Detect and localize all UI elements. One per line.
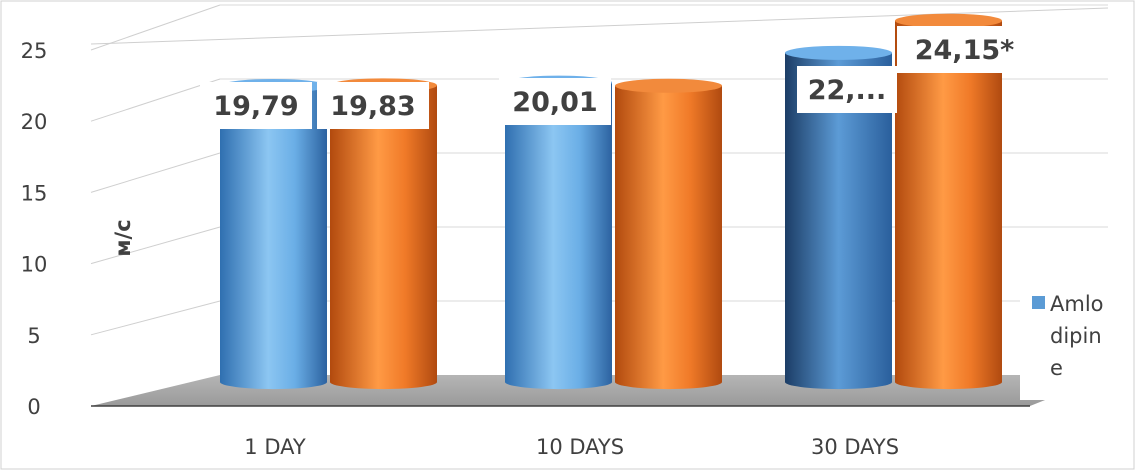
data-label-box <box>317 82 429 129</box>
bar-series1-1 <box>505 82 612 390</box>
data-label-box <box>897 26 1032 73</box>
bar-series1-2 <box>785 52 892 390</box>
legend-text-line: dipin <box>1050 324 1102 348</box>
x-category-label: 30 DAYS <box>811 435 899 459</box>
bars <box>220 13 1002 390</box>
bar-series2-1 <box>615 85 722 390</box>
legend-swatch-amlodipine <box>1032 296 1045 309</box>
data-label: 22,... <box>808 75 887 106</box>
y-tick-label: 20 <box>21 110 48 134</box>
data-label: 19,83 <box>330 91 415 122</box>
legend-text-line: Amlo <box>1050 292 1104 316</box>
y-tick-label: 25 <box>21 39 48 63</box>
bar-top-cap <box>785 45 892 60</box>
legend-box <box>1020 270 1120 400</box>
y-tick-label: 0 <box>27 395 40 419</box>
legend: Amlo dipin e <box>1020 270 1120 400</box>
bar-series2-0 <box>330 85 437 390</box>
x-category-label: 1 DAY <box>244 435 306 459</box>
data-label: 19,79 <box>213 91 298 122</box>
y-tick-label: 10 <box>21 253 48 277</box>
y-ticks: 0 5 10 15 20 25 <box>21 39 48 419</box>
gridline-side <box>90 300 221 336</box>
y-tick-label: 5 <box>27 324 40 348</box>
gridline-side <box>90 4 221 51</box>
legend-text-line: e <box>1050 356 1063 380</box>
data-label-box <box>499 78 611 125</box>
data-label: 20,01 <box>512 87 597 118</box>
y-tick-label: 15 <box>21 181 48 205</box>
x-category-label: 10 DAYS <box>536 435 624 459</box>
bar-series2-2 <box>895 20 1002 390</box>
y-axis-label: м/с <box>111 219 135 256</box>
gridline-side <box>90 226 221 265</box>
data-label-box <box>797 66 897 113</box>
bar-top-cap <box>615 78 722 93</box>
gridline-side <box>90 152 221 193</box>
bar-top-cap <box>895 13 1002 28</box>
data-label: 24,15* <box>915 35 1015 66</box>
data-labels: 19,79 19,83 20,01 22,... 24,15* <box>200 26 1032 129</box>
bar-series1-0 <box>220 85 327 390</box>
data-label-box <box>200 82 312 129</box>
gridline-side <box>90 78 221 122</box>
legend-label-amlodipine: Amlo dipin e <box>1050 292 1104 380</box>
x-categories: 1 DAY 10 DAYS 30 DAYS <box>244 435 899 459</box>
